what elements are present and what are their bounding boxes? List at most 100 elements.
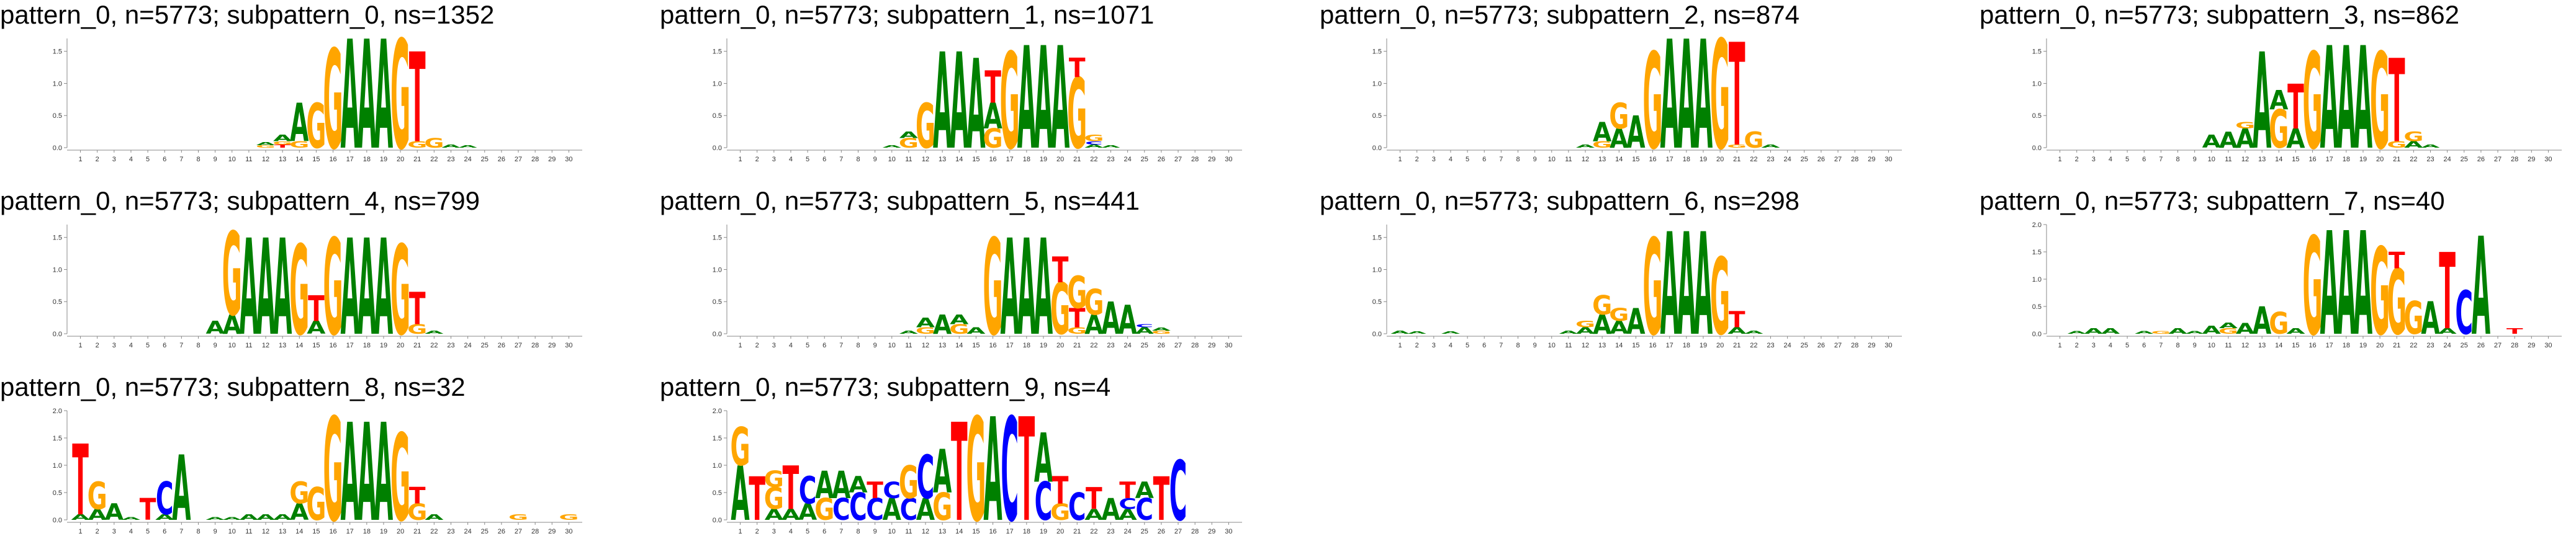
logo-letter-T: T [783, 455, 799, 524]
logo-letter-A: A [256, 212, 275, 366]
logo-letter-T: T [1052, 469, 1069, 512]
x-tick-label: 17 [1006, 156, 1014, 163]
x-tick-label: 11 [245, 156, 252, 163]
x-tick-label: 29 [1868, 156, 1875, 163]
logo-letter-A: A [2135, 330, 2154, 334]
x-tick-label: 5 [2125, 156, 2129, 163]
x-tick-label: 1 [2058, 156, 2062, 163]
logo-letter-T: T [749, 465, 765, 534]
logo-letter-A: A [2236, 123, 2255, 154]
x-tick-label: 2 [2075, 342, 2079, 349]
y-tick-label: 1.5 [53, 234, 62, 242]
x-tick-label: 30 [2544, 342, 2552, 349]
x-tick-label: 14 [1615, 156, 1623, 163]
logo-letter-A: A [441, 143, 461, 148]
logo-letter-T: T [1069, 303, 1086, 334]
x-tick-label: 10 [228, 156, 236, 163]
logo-letter-A: A [2168, 327, 2187, 336]
x-tick-label: 6 [2142, 156, 2146, 163]
x-tick-label: 11 [1565, 342, 1572, 349]
panel-title: pattern_0, n=5773; subpattern_9, ns=4 [660, 372, 1111, 401]
logo-letter-A: A [1660, 9, 1679, 184]
x-tick-label: 25 [2461, 156, 2468, 163]
y-tick-label: 2.0 [53, 408, 62, 415]
logo-letter-C: C [832, 493, 850, 527]
logo-letter-A: A [2472, 208, 2490, 365]
x-tick-label: 18 [1023, 528, 1030, 535]
x-tick-label: 30 [1885, 342, 1892, 349]
logo-letter-A: A [341, 395, 359, 549]
logo-letter-G: G [814, 493, 834, 527]
x-tick-label: 5 [806, 528, 809, 535]
x-tick-label: 29 [548, 342, 556, 349]
x-tick-label: 6 [2142, 342, 2146, 349]
x-tick-label: 12 [2241, 156, 2249, 163]
y-tick-label: 0.0 [713, 145, 722, 152]
logo-letter-A: A [2202, 324, 2222, 337]
logo-letter-G: G [407, 499, 427, 525]
logo-letter-A: A [1727, 326, 1747, 336]
x-tick-label: 19 [1700, 156, 1707, 163]
logo-letter-T: T [409, 483, 426, 509]
x-tick-label: 8 [1516, 342, 1520, 349]
logo-letter-A: A [358, 9, 376, 184]
logo-letter-G: G [1151, 329, 1171, 334]
logo-letter-G: G [2218, 327, 2238, 336]
logo-letter-G: G [2303, 26, 2323, 180]
x-tick-label: 25 [2461, 342, 2468, 349]
y-tick-label: 1.0 [1372, 80, 1382, 87]
x-tick-label: 16 [2308, 156, 2316, 163]
sequence-logo: 0.00.51.01.52.01 2 3 4 5 6 7 8 9 10 11 12 13 14 15 16 17… [713, 388, 1242, 549]
logo-letter-A: A [950, 26, 968, 180]
logo-letter-A: A [1677, 9, 1696, 184]
y-tick-label: 0.5 [2032, 303, 2042, 311]
x-tick-label: 4 [2109, 342, 2112, 349]
x-tick-label: 6 [822, 156, 826, 163]
y-tick-label: 0.0 [2032, 145, 2042, 152]
logo-letter-G: G [1084, 283, 1104, 323]
y-tick-label: 1.0 [53, 266, 62, 274]
x-tick-label: 14 [955, 342, 963, 349]
x-tick-label: 21 [1073, 156, 1081, 163]
logo-letter-A: A [832, 463, 851, 507]
sequence-logo: 0.00.51.01.51 2 3 4 5 6 7 8 9 10 11 12 13 14 15 16 17 18 1… [713, 212, 1242, 365]
x-tick-label: 29 [1208, 342, 1215, 349]
x-tick-label: 14 [955, 528, 963, 535]
x-tick-label: 14 [955, 156, 963, 163]
x-tick-label: 13 [279, 156, 286, 163]
logo-letter-A: A [916, 493, 935, 527]
x-tick-label: 12 [922, 528, 929, 535]
x-tick-label: 22 [1090, 528, 1097, 535]
x-tick-label: 12 [922, 156, 929, 163]
logo-letter-G: G [1643, 26, 1663, 180]
x-tick-label: 12 [1582, 156, 1589, 163]
x-tick-label: 12 [922, 342, 929, 349]
y-tick-label: 2.0 [713, 408, 722, 415]
logo-letter-G: G [1727, 143, 1747, 148]
x-tick-label: 27 [515, 342, 522, 349]
logo-letter-A: A [2421, 143, 2440, 148]
logo-letter-A: A [2253, 26, 2271, 180]
logo-letter-A: A [1084, 506, 1103, 524]
logo-letter-A: A [307, 318, 326, 338]
x-tick-label: 9 [2193, 156, 2197, 163]
logo-letter-C: C [156, 473, 174, 525]
y-tick-label: 0.5 [713, 489, 722, 497]
x-tick-label: 27 [1174, 342, 1182, 349]
logo-letter-A: A [2219, 127, 2238, 153]
x-tick-label: 3 [112, 156, 116, 163]
logo-letter-A: A [983, 97, 1002, 137]
logo-letter-G: G [1000, 26, 1020, 180]
logo-letter-A: A [781, 506, 800, 524]
logo-letter-C: C [849, 485, 867, 529]
logo-letter-G: G [2387, 251, 2407, 355]
x-tick-label: 14 [295, 528, 303, 535]
x-tick-label: 7 [1499, 342, 1503, 349]
x-tick-label: 2 [1415, 156, 1419, 163]
x-tick-label: 26 [498, 342, 505, 349]
sequence-logo: 0.00.51.01.51 2 3 4 5 6 7 8 9 10 11 12 13 14 15 16 17 18 1… [713, 18, 1242, 181]
x-tick-label: 28 [1851, 156, 1858, 163]
logo-letter-G: G [272, 140, 292, 145]
logo-letter-A: A [2286, 123, 2305, 154]
